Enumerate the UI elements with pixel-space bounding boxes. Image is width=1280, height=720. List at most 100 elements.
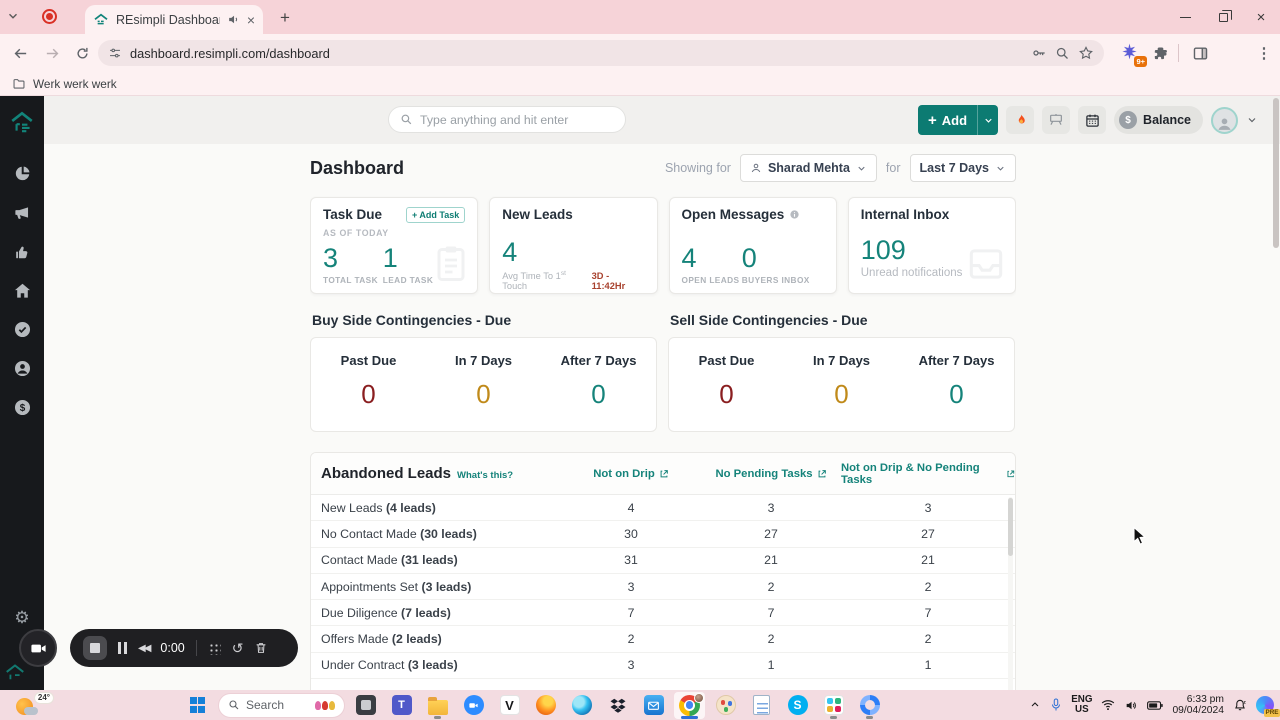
taskbar-app-teams[interactable]: T <box>386 692 417 719</box>
taskbar-app-zoom[interactable] <box>458 692 489 719</box>
task-due-card: Task Due + Add Task AS OF TODAY 3 TOTAL … <box>310 197 479 294</box>
taskbar-app-slack[interactable] <box>818 692 849 719</box>
whats-this-link[interactable]: What's this? <box>457 470 514 481</box>
bookmark-star-icon[interactable] <box>1078 45 1094 61</box>
buyers-inbox-value: 0 <box>741 243 757 273</box>
back-icon[interactable] <box>8 41 32 65</box>
sidebar-item-leads[interactable] <box>12 241 32 261</box>
pause-recording-button[interactable] <box>118 642 127 654</box>
password-key-icon[interactable] <box>1031 45 1047 61</box>
taskbar-app-chrome[interactable] <box>674 691 705 719</box>
screen-recorder-extension-icon[interactable]: 9+ <box>1120 42 1147 67</box>
internal-inbox-card: Internal Inbox 109 Unread notifications <box>847 197 1016 294</box>
restart-recording-icon[interactable]: ↺ <box>231 640 244 656</box>
whiteboard-icon[interactable] <box>1042 106 1071 134</box>
browser-tab[interactable]: REsimpli Dashboard × <box>85 5 263 34</box>
taskbar-app-vivaldi[interactable]: V <box>494 692 525 719</box>
tray-microphone-icon[interactable] <box>1050 698 1062 712</box>
calendar-icon[interactable] <box>1078 106 1107 134</box>
tray-notifications-icon[interactable]: z <box>1233 698 1247 712</box>
tray-volume-icon[interactable] <box>1124 699 1138 712</box>
table-scrollbar-thumb[interactable] <box>1008 498 1013 556</box>
resimpli-logo-icon[interactable] <box>9 109 35 135</box>
taskbar-search[interactable]: Search <box>218 692 345 718</box>
window-minimize-button[interactable] <box>1166 0 1204 34</box>
sidebar-settings-icon[interactable]: ⚙ <box>14 608 30 627</box>
no-pending-tasks-link[interactable]: No Pending Tasks <box>715 468 826 480</box>
reload-icon[interactable] <box>70 41 94 65</box>
window-close-button[interactable]: × <box>1256 8 1266 26</box>
total-task-label: TOTAL TASK <box>323 275 379 285</box>
tray-language-switcher[interactable]: ENG US <box>1071 693 1093 715</box>
delete-recording-icon[interactable] <box>254 641 268 655</box>
tab-audio-icon[interactable] <box>227 13 240 26</box>
not-on-drip-no-pending-link[interactable]: Not on Drip & No Pending Tasks <box>841 462 1015 486</box>
address-bar[interactable]: dashboard.resimpli.com/dashboard <box>98 40 1104 66</box>
tray-battery-icon[interactable] <box>1147 700 1164 711</box>
page-title: Dashboard <box>310 157 405 178</box>
taskbar-app-obs[interactable] <box>854 692 885 719</box>
browser-menu-icon[interactable]: ⋮ <box>1256 45 1272 62</box>
side-panel-icon[interactable] <box>1188 41 1212 65</box>
after-7-days-value: 0 <box>591 379 606 409</box>
tray-copilot-icon[interactable]: PRE <box>1256 696 1280 717</box>
tray-wifi-icon[interactable] <box>1101 699 1115 711</box>
taskbar-app-skype[interactable]: S <box>782 692 813 719</box>
past-due-header: Past Due <box>340 353 397 368</box>
sidebar-item-finance[interactable]: $ <box>12 397 32 417</box>
taskbar-app-notepad[interactable] <box>746 692 777 719</box>
taskbar-app-firefox[interactable] <box>530 692 561 719</box>
global-search[interactable] <box>388 106 626 133</box>
date-range-dropdown[interactable]: Last 7 Days <box>909 154 1016 182</box>
sidebar-item-tasks[interactable] <box>12 319 32 339</box>
user-filter-dropdown[interactable]: Sharad Mehta <box>739 154 877 182</box>
user-avatar[interactable] <box>1211 106 1238 134</box>
not-on-drip-link[interactable]: Not on Drip <box>593 468 669 480</box>
abandoned-leads-card: Abandoned Leads What's this? Not on Drip… <box>310 452 1016 690</box>
add-task-button[interactable]: + Add Task <box>405 207 466 223</box>
tab-search-icon[interactable] <box>6 9 20 23</box>
rewind-button[interactable]: ◀◀ <box>138 642 151 654</box>
unread-label: Unread notifications <box>860 267 963 279</box>
sidebar-item-dashboard[interactable] <box>12 163 32 183</box>
add-caret-icon[interactable] <box>977 105 998 135</box>
taskbar-app-mail[interactable] <box>638 692 669 719</box>
taskbar-app-dropbox[interactable] <box>602 692 633 719</box>
sidebar-item-properties[interactable] <box>12 280 32 300</box>
info-icon[interactable] <box>789 209 800 220</box>
profile-caret-icon[interactable] <box>1246 114 1258 126</box>
add-button[interactable]: + Add <box>918 105 999 135</box>
table-row: Offers Made (2 leads) 2 2 2 <box>311 626 1015 653</box>
tray-show-hidden-icons[interactable] <box>1029 699 1041 711</box>
tab-close-icon[interactable]: × <box>246 11 255 28</box>
bookmark-folder-label[interactable]: Werk werk werk <box>33 76 117 91</box>
taskbar-app-edge[interactable] <box>566 692 597 719</box>
window-restore-button[interactable] <box>1204 0 1242 34</box>
balance-button[interactable]: $ Balance <box>1114 106 1203 134</box>
forward-icon[interactable] <box>40 41 64 65</box>
new-tab-button[interactable]: + <box>280 8 290 27</box>
search-in-page-icon[interactable] <box>1055 46 1070 61</box>
new-leads-value: 4 <box>502 237 518 267</box>
taskbar-app-photos[interactable] <box>350 692 381 719</box>
site-info-icon[interactable] <box>108 46 122 60</box>
video-camera-icon <box>30 644 46 652</box>
bookmarks-bar: Werk werk werk <box>0 72 1280 96</box>
taskbar-weather-widget[interactable]: 24° <box>14 692 56 718</box>
sidebar-item-marketing[interactable] <box>12 202 32 222</box>
temperature-badge: 24° <box>33 692 54 704</box>
taskbar-app-file-explorer[interactable] <box>422 692 453 719</box>
search-input[interactable] <box>420 112 614 127</box>
sidebar-item-contacts[interactable] <box>12 358 32 378</box>
hot-leads-flame-icon[interactable] <box>1006 106 1035 134</box>
start-button[interactable] <box>182 692 213 719</box>
taskbar-app-paint[interactable] <box>710 692 741 719</box>
recorder-camera-bubble[interactable] <box>19 629 57 667</box>
sell-side-card: Past Due 0 In 7 Days 0 After 7 Days 0 <box>668 337 1015 432</box>
extensions-puzzle-icon[interactable] <box>1148 41 1172 65</box>
table-scrollbar-track[interactable] <box>1008 497 1013 690</box>
stop-recording-button[interactable] <box>83 636 107 660</box>
tray-clock[interactable]: 6:33 pm 09/04/2024 <box>1172 693 1224 717</box>
page-scrollbar-thumb[interactable] <box>1273 98 1279 248</box>
recorder-tools-icon[interactable] <box>207 641 221 655</box>
